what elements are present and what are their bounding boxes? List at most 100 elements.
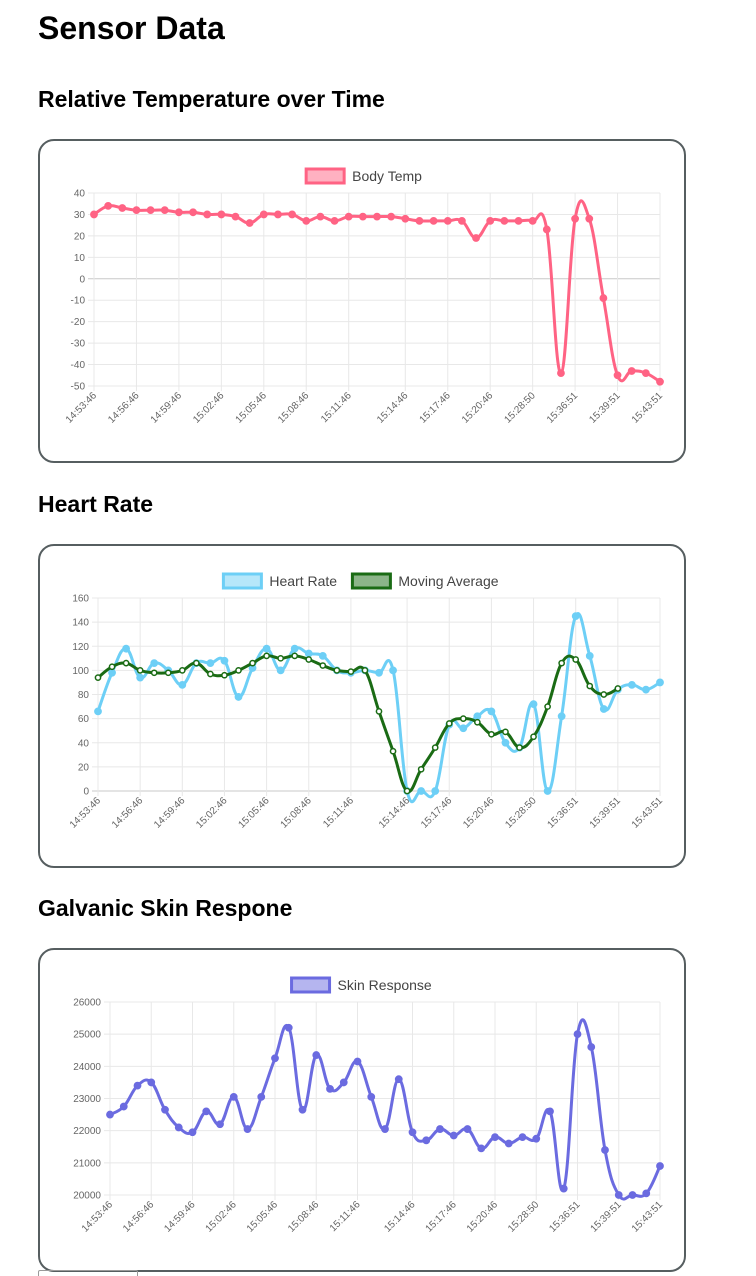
data-point[interactable] — [90, 210, 98, 219]
data-point[interactable] — [628, 680, 636, 689]
data-point[interactable] — [585, 652, 594, 660]
data-point[interactable] — [573, 1030, 582, 1039]
data-point[interactable] — [627, 367, 636, 375]
data-point[interactable] — [220, 656, 229, 665]
data-point[interactable] — [361, 667, 369, 674]
data-point[interactable] — [234, 693, 243, 701]
data-point[interactable] — [132, 206, 141, 215]
data-point[interactable] — [477, 1144, 486, 1153]
data-point[interactable] — [189, 208, 197, 217]
data-point[interactable] — [544, 703, 551, 710]
data-point[interactable] — [375, 708, 383, 715]
data-point[interactable] — [436, 1125, 444, 1133]
data-point[interactable] — [235, 667, 242, 674]
data-point[interactable] — [318, 652, 327, 660]
data-point[interactable] — [122, 644, 130, 653]
data-point[interactable] — [585, 214, 594, 223]
legend[interactable]: Body Temp — [304, 167, 422, 185]
data-point[interactable] — [500, 216, 509, 225]
data-point[interactable] — [518, 1133, 527, 1142]
data-point[interactable] — [188, 1128, 197, 1137]
data-point[interactable] — [557, 369, 565, 378]
data-point[interactable] — [257, 1092, 266, 1101]
data-point[interactable] — [319, 662, 327, 669]
data-point[interactable] — [587, 1043, 596, 1051]
data-point[interactable] — [599, 705, 608, 713]
data-point[interactable] — [284, 1023, 293, 1032]
data-point[interactable] — [486, 216, 495, 225]
data-point[interactable] — [557, 712, 566, 721]
data-point[interactable] — [586, 682, 594, 690]
data-point[interactable] — [431, 744, 439, 751]
data-point[interactable] — [417, 765, 425, 773]
data-point[interactable] — [502, 728, 509, 736]
data-point[interactable] — [487, 707, 496, 716]
data-point[interactable] — [202, 1107, 211, 1116]
data-point[interactable] — [473, 712, 482, 721]
data-point[interactable] — [516, 744, 523, 751]
data-point[interactable] — [373, 212, 381, 221]
data-point[interactable] — [528, 216, 537, 225]
data-point[interactable] — [429, 216, 438, 225]
data-point[interactable] — [333, 667, 341, 674]
data-point[interactable] — [305, 656, 313, 663]
data-point[interactable] — [532, 1134, 541, 1143]
data-point[interactable] — [474, 718, 481, 726]
data-point[interactable] — [443, 216, 452, 225]
data-point[interactable] — [394, 1075, 403, 1084]
data-point[interactable] — [298, 1105, 307, 1114]
data-point[interactable] — [147, 1078, 156, 1087]
data-point[interactable] — [599, 294, 608, 302]
data-point[interactable] — [656, 377, 664, 386]
data-point[interactable] — [150, 659, 159, 668]
data-point[interactable] — [106, 1110, 114, 1119]
data-point[interactable] — [656, 678, 664, 687]
data-point[interactable] — [304, 649, 313, 658]
data-point[interactable] — [571, 612, 580, 620]
data-point[interactable] — [431, 787, 440, 795]
data-point[interactable] — [203, 210, 212, 219]
data-point[interactable] — [459, 715, 467, 722]
data-point[interactable] — [229, 1092, 238, 1101]
data-point[interactable] — [245, 219, 254, 227]
data-point[interactable] — [271, 1054, 279, 1063]
data-point[interactable] — [262, 644, 271, 653]
data-point[interactable] — [108, 668, 116, 677]
data-point[interactable] — [122, 659, 130, 667]
data-point[interactable] — [403, 787, 411, 795]
data-point[interactable] — [206, 659, 215, 668]
data-point[interactable] — [559, 1184, 568, 1193]
data-point[interactable] — [316, 212, 325, 221]
data-point[interactable] — [161, 1105, 169, 1114]
data-point[interactable] — [118, 204, 127, 212]
data-point[interactable] — [312, 1051, 321, 1059]
data-point[interactable] — [326, 1084, 334, 1093]
data-point[interactable] — [249, 659, 256, 667]
data-point[interactable] — [216, 1120, 224, 1129]
data-point[interactable] — [94, 707, 102, 716]
data-point[interactable] — [572, 656, 580, 663]
data-point[interactable] — [108, 663, 116, 671]
data-point[interactable] — [375, 668, 383, 677]
data-point[interactable] — [530, 733, 537, 741]
data-point[interactable] — [571, 214, 579, 223]
data-point[interactable] — [408, 1128, 417, 1137]
data-point[interactable] — [291, 652, 299, 660]
data-point[interactable] — [401, 214, 410, 223]
data-point[interactable] — [276, 666, 285, 675]
data-point[interactable] — [136, 667, 144, 674]
data-point[interactable] — [642, 1189, 651, 1198]
data-point[interactable] — [358, 212, 367, 221]
legend-item[interactable]: Body Temp — [304, 167, 422, 185]
data-point[interactable] — [472, 234, 480, 242]
data-point[interactable] — [274, 210, 282, 219]
data-point[interactable] — [488, 730, 495, 738]
data-point[interactable] — [501, 738, 510, 747]
data-point[interactable] — [263, 652, 270, 660]
data-point[interactable] — [133, 1081, 142, 1090]
data-point[interactable] — [136, 673, 145, 682]
data-point[interactable] — [231, 212, 240, 221]
data-point[interactable] — [178, 680, 187, 689]
data-point[interactable] — [642, 685, 650, 694]
legend-item[interactable]: Moving Average — [350, 572, 499, 590]
